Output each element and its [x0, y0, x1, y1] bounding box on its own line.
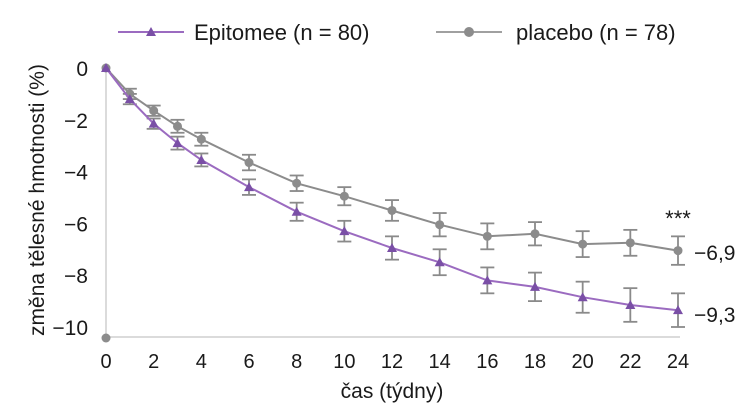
- data-point-epitomee: [339, 226, 350, 236]
- epitomee-end-label: −9,3: [694, 304, 735, 327]
- legend-item-placebo: placebo (n = 78): [436, 20, 676, 45]
- data-point-epitomee: [434, 257, 445, 267]
- x-tick-label: 20: [572, 351, 594, 373]
- x-tick-labels: 0 2 4 6 8 10 12 14 16 18 20 22 24: [100, 351, 689, 373]
- data-point-epitomee: [482, 275, 493, 285]
- data-point-epitomee: [291, 206, 302, 216]
- data-point-placebo: [387, 205, 397, 215]
- x-tick-label: 2: [148, 351, 159, 373]
- y-axis-label: změna tělesné hmotnosti (%): [26, 64, 49, 336]
- data-point-epitomee: [625, 299, 636, 309]
- data-point-placebo: [578, 239, 588, 249]
- origin-marker: [101, 333, 111, 343]
- series-placebo: [101, 63, 685, 266]
- legend-marker-placebo: [464, 27, 474, 37]
- data-point-epitomee: [124, 94, 135, 104]
- x-tick-label: 16: [476, 351, 498, 373]
- x-tick-label: 24: [667, 351, 689, 373]
- legend-item-epitomee: Epitomee (n = 80): [118, 20, 369, 45]
- data-point-epitomee: [196, 154, 207, 164]
- data-point-placebo: [149, 106, 159, 116]
- data-point-placebo: [173, 121, 182, 131]
- x-tick-label: 22: [619, 351, 641, 373]
- series-line-placebo: [105, 67, 679, 252]
- data-point-placebo: [435, 220, 445, 230]
- data-point-placebo: [196, 134, 206, 144]
- y-tick-labels: 0 −2 −4 −6 −8 −10: [52, 58, 88, 340]
- x-tick-label: 12: [381, 351, 403, 373]
- x-tick-label: 10: [333, 351, 355, 373]
- x-tick-label: 6: [243, 351, 254, 373]
- x-tick-label: 4: [196, 351, 207, 373]
- x-tick-label: 18: [524, 351, 546, 373]
- series-epitomee: [101, 63, 685, 328]
- data-point-epitomee: [387, 243, 397, 253]
- legend-label-placebo: placebo (n = 78): [516, 20, 676, 45]
- data-point-epitomee: [148, 118, 159, 128]
- x-tick-label: 14: [429, 351, 451, 373]
- data-point-epitomee: [172, 138, 183, 148]
- data-point-placebo: [625, 238, 635, 248]
- data-point-placebo: [292, 178, 302, 188]
- placebo-end-label: −6,9: [694, 242, 735, 265]
- x-axis-label: čas (týdny): [341, 380, 444, 403]
- data-point-placebo: [530, 229, 540, 239]
- legend: Epitomee (n = 80) placebo (n = 78): [118, 20, 676, 45]
- data-point-placebo: [339, 191, 349, 201]
- y-tick-label: −6: [64, 213, 88, 236]
- series-layer: [101, 63, 685, 328]
- data-point-placebo: [482, 231, 492, 241]
- significance-annotation: ***: [665, 206, 691, 231]
- y-tick-label: −2: [64, 110, 88, 133]
- data-point-epitomee: [673, 305, 683, 315]
- data-point-placebo: [244, 158, 254, 168]
- data-point-epitomee: [101, 63, 111, 72]
- legend-label-epitomee: Epitomee (n = 80): [194, 20, 369, 45]
- y-tick-label: −8: [64, 265, 88, 288]
- data-point-epitomee: [577, 292, 588, 302]
- x-tick-label: 8: [291, 351, 302, 373]
- data-point-epitomee: [244, 182, 254, 192]
- y-tick-label: −10: [52, 317, 88, 340]
- legend-marker-epitomee: [146, 27, 156, 36]
- data-point-epitomee: [530, 281, 540, 291]
- x-tick-label: 0: [100, 351, 111, 373]
- y-tick-label: −4: [64, 162, 88, 185]
- y-tick-label: 0: [76, 58, 88, 81]
- series-line-epitomee: [105, 67, 679, 312]
- data-point-placebo: [673, 246, 683, 256]
